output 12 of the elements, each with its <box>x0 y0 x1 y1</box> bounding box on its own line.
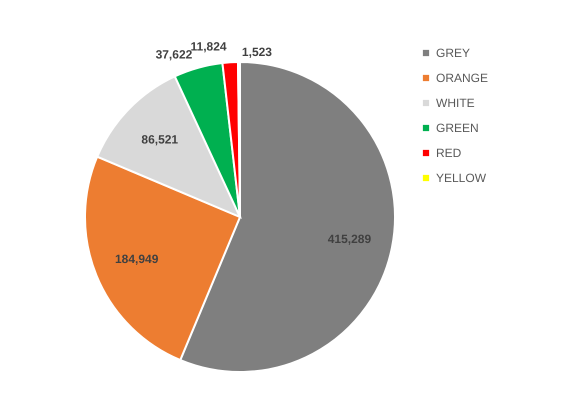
data-label: 415,289 <box>328 232 372 246</box>
legend-label: RED <box>436 146 462 160</box>
legend-label: GREY <box>436 46 470 60</box>
data-label: 184,949 <box>114 252 159 266</box>
legend-label: ORANGE <box>436 71 488 85</box>
data-label: 11,824 <box>190 39 227 54</box>
legend-label: GREEN <box>436 121 479 135</box>
legend-label: YELLOW <box>436 171 487 185</box>
data-label: 1,523 <box>242 45 272 60</box>
data-label: 37,622 <box>156 47 193 62</box>
legend-label: WHITE <box>436 96 475 110</box>
data-label: 86,521 <box>141 132 178 146</box>
